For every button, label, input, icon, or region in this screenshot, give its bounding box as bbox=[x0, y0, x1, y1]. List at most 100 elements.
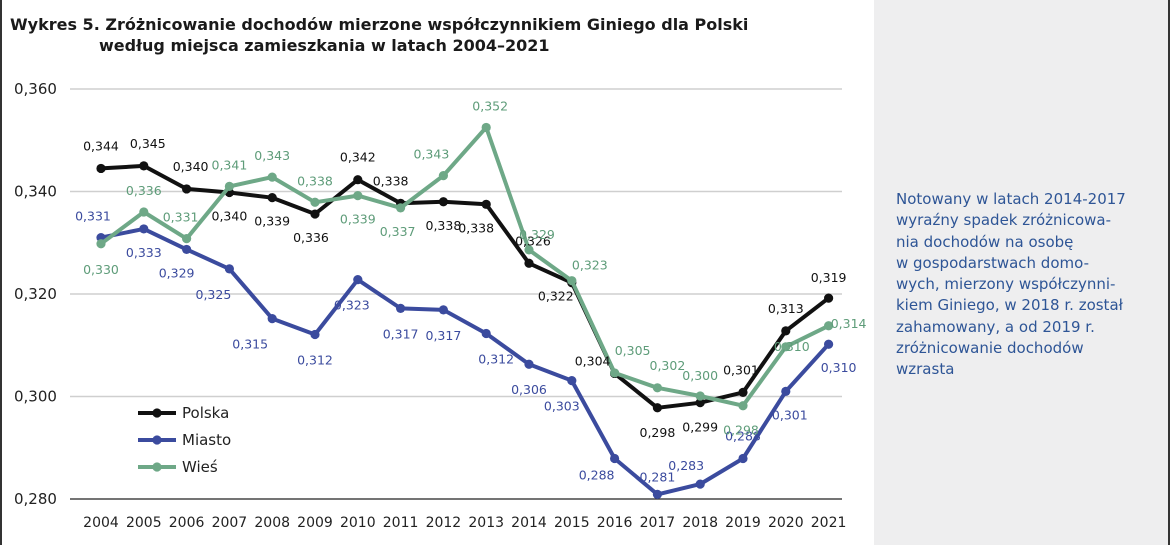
legend-label: Miasto bbox=[182, 431, 231, 449]
data-point bbox=[438, 171, 448, 181]
data-label: 0,343 bbox=[414, 147, 450, 162]
data-point bbox=[481, 199, 491, 209]
data-point bbox=[781, 326, 791, 336]
data-label: 0,310 bbox=[821, 360, 857, 375]
x-tick-label: 2004 bbox=[83, 515, 119, 531]
data-point bbox=[738, 453, 748, 464]
x-tick-label: 2008 bbox=[254, 515, 290, 531]
legend-marker bbox=[152, 435, 162, 445]
x-tick-label: 2017 bbox=[640, 515, 676, 531]
x-tick-label: 2006 bbox=[169, 515, 205, 531]
data-point bbox=[224, 264, 234, 274]
data-point bbox=[824, 321, 834, 331]
data-label: 0,312 bbox=[297, 352, 333, 367]
chart-title: Wykres 5. Zróżnicowanie dochodów mierzon… bbox=[10, 14, 830, 56]
data-point bbox=[652, 383, 663, 393]
chart-title-line-1: Wykres 5. Zróżnicowanie dochodów mierzon… bbox=[10, 15, 749, 34]
data-point bbox=[524, 359, 534, 369]
data-point bbox=[182, 234, 192, 244]
data-label: 0,329 bbox=[159, 265, 195, 280]
data-label: 0,336 bbox=[293, 230, 329, 245]
data-label: 0,342 bbox=[340, 150, 376, 165]
data-label: 0,323 bbox=[572, 258, 608, 273]
data-point bbox=[567, 376, 577, 386]
side-note: Notowany w latach 2014-2017 wyraźny spad… bbox=[896, 190, 1126, 379]
data-point bbox=[652, 489, 663, 499]
data-point bbox=[738, 401, 748, 411]
data-label: 0,338 bbox=[458, 220, 494, 235]
data-label: 0,319 bbox=[811, 270, 847, 285]
data-label: 0,301 bbox=[772, 407, 808, 422]
x-tick-label: 2012 bbox=[426, 515, 462, 531]
series-line-miasto bbox=[100, 226, 831, 497]
data-point bbox=[267, 314, 277, 324]
legend-label: Polska bbox=[182, 404, 229, 422]
legend-marker bbox=[152, 408, 162, 418]
data-label: 0,288 bbox=[725, 429, 761, 444]
data-label: 0,283 bbox=[668, 458, 704, 473]
data-label: 0,329 bbox=[519, 227, 555, 242]
line-chart: 0,280 0,300 0,320 0,340 0,360 2004 2005 2006 200… bbox=[14, 80, 867, 531]
data-point bbox=[610, 368, 620, 378]
data-point bbox=[652, 403, 663, 413]
data-point bbox=[824, 293, 834, 303]
data-point bbox=[224, 181, 234, 191]
data-label: 0,312 bbox=[478, 351, 514, 366]
data-label: 0,305 bbox=[615, 343, 651, 358]
data-label: 0,322 bbox=[538, 289, 574, 304]
data-label: 0,315 bbox=[232, 337, 268, 352]
data-label: 0,338 bbox=[426, 218, 462, 233]
data-label: 0,331 bbox=[163, 210, 199, 225]
data-label: 0,337 bbox=[380, 224, 416, 239]
data-point bbox=[96, 239, 106, 249]
data-point bbox=[139, 224, 149, 234]
legend-marker bbox=[152, 462, 162, 472]
data-point bbox=[781, 342, 791, 352]
data-label: 0,306 bbox=[511, 382, 547, 397]
y-tick-label: 0,340 bbox=[14, 183, 57, 201]
data-point bbox=[139, 207, 149, 217]
data-point bbox=[781, 386, 791, 396]
data-label: 0,344 bbox=[83, 138, 119, 153]
data-label: 0,310 bbox=[774, 339, 810, 354]
x-tick-label: 2015 bbox=[554, 515, 590, 531]
data-label: 0,301 bbox=[723, 362, 759, 377]
data-label: 0,343 bbox=[254, 148, 290, 163]
data-label: 0,317 bbox=[383, 326, 419, 341]
data-point bbox=[96, 163, 106, 174]
data-label: 0,302 bbox=[650, 358, 686, 373]
x-tick-label: 2009 bbox=[297, 515, 333, 531]
x-tick-label: 2011 bbox=[383, 515, 419, 531]
data-label: 0,300 bbox=[682, 368, 718, 383]
data-label: 0,288 bbox=[579, 468, 615, 483]
data-point bbox=[695, 479, 705, 489]
y-tick-label: 0,300 bbox=[14, 388, 57, 406]
x-tick-label: 2014 bbox=[511, 515, 547, 531]
x-tick-label: 2019 bbox=[725, 515, 761, 531]
data-label: 0,281 bbox=[640, 469, 676, 484]
data-point bbox=[310, 209, 320, 219]
data-label: 0,298 bbox=[723, 423, 759, 438]
data-point bbox=[438, 305, 448, 315]
data-point bbox=[353, 191, 363, 201]
y-tick-label: 0,280 bbox=[14, 490, 57, 508]
data-label: 0,339 bbox=[254, 214, 290, 229]
data-label: 0,304 bbox=[575, 353, 611, 368]
data-label: 0,325 bbox=[196, 287, 232, 302]
data-point bbox=[481, 122, 491, 133]
chart-title-line-2: według miejsca zamieszkania w latach 200… bbox=[99, 36, 550, 55]
data-point bbox=[438, 197, 448, 207]
data-label: 0,313 bbox=[768, 301, 804, 316]
data-label: 0,317 bbox=[426, 328, 462, 343]
x-tick-label: 2007 bbox=[212, 515, 248, 531]
x-tick-label: 2018 bbox=[682, 515, 718, 531]
data-point bbox=[481, 328, 491, 339]
data-label: 0,339 bbox=[340, 212, 376, 227]
data-label: 0,326 bbox=[515, 233, 551, 248]
y-tick-label: 0,320 bbox=[14, 285, 57, 303]
data-label: 0,338 bbox=[297, 173, 333, 188]
data-point bbox=[267, 172, 277, 182]
data-point bbox=[824, 339, 834, 349]
data-label: 0,336 bbox=[126, 183, 162, 198]
